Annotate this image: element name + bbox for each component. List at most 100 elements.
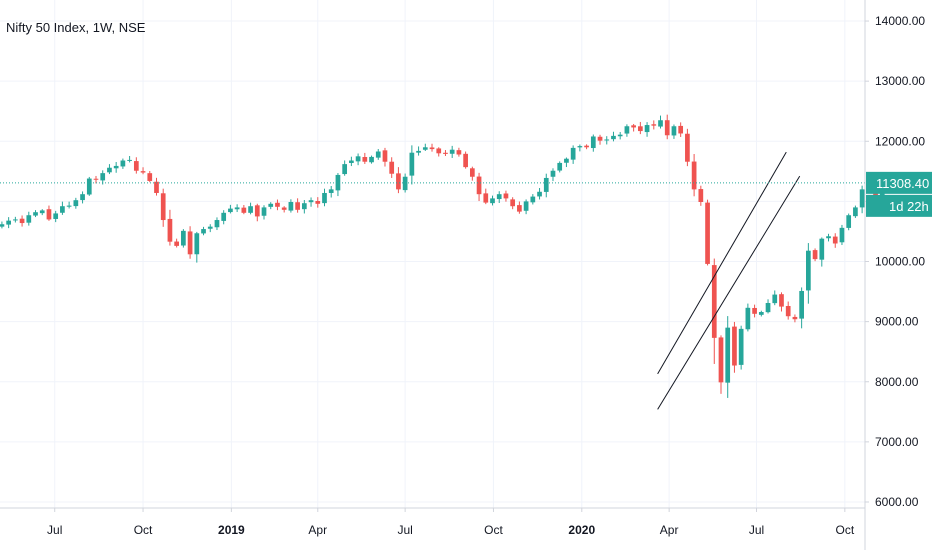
candle-body: [234, 207, 240, 210]
candle-body: [369, 156, 374, 163]
candle-body: [853, 207, 858, 217]
candle-body: [13, 219, 18, 221]
candle-body: [725, 327, 731, 383]
candle-body: [382, 150, 388, 162]
candle-body: [604, 139, 610, 141]
y-tick-label: 7000.00: [875, 435, 919, 449]
candle-body: [6, 220, 11, 225]
candle-body: [281, 207, 287, 210]
candle-body: [718, 337, 724, 383]
candle-body: [685, 133, 690, 162]
candle-body: [859, 189, 865, 208]
candle-body: [429, 147, 435, 150]
candle-body: [543, 177, 549, 192]
candle-body: [402, 176, 408, 191]
candle-body: [46, 209, 52, 220]
candle-body: [228, 208, 233, 213]
candle-body: [409, 152, 415, 176]
y-tick-label: 12000.00: [875, 134, 925, 148]
trend-channel[interactable]: [657, 151, 801, 410]
candle-body: [799, 290, 804, 319]
candle-body: [678, 125, 684, 134]
countdown-badge: [866, 194, 932, 217]
candle-body: [832, 236, 838, 244]
candle-body: [765, 302, 771, 313]
candle-body: [564, 158, 569, 163]
candle-body: [133, 161, 139, 171]
candle-body: [127, 159, 132, 161]
candle-body: [658, 120, 663, 127]
y-tick-label: 9000.00: [875, 315, 919, 329]
candle-body: [644, 125, 650, 133]
candle-body: [207, 226, 213, 229]
candle-body: [389, 161, 395, 174]
candle-body: [26, 215, 32, 223]
candle-body: [254, 205, 260, 217]
candle-body: [39, 210, 45, 214]
y-tick-label: 13000.00: [875, 74, 925, 88]
candle-body: [288, 201, 294, 211]
x-tick-label: Apr: [660, 523, 679, 537]
candle-body: [846, 215, 852, 228]
candle-body: [624, 126, 630, 134]
last-price-label: 11308.40: [876, 176, 929, 191]
candle-body: [517, 205, 522, 212]
candle-body: [100, 173, 106, 181]
candle-body: [792, 316, 798, 320]
candle-body: [806, 250, 811, 291]
x-tick-label: Jul: [397, 523, 412, 537]
x-tick-label: Jul: [47, 523, 62, 537]
candle-body: [93, 178, 99, 180]
x-tick-label: 2020: [568, 523, 595, 537]
candle-body: [597, 136, 603, 141]
candle-body: [738, 328, 744, 365]
candle-body: [590, 136, 596, 149]
candle-body: [483, 193, 489, 203]
candle-body: [422, 147, 428, 150]
candle-body: [826, 236, 831, 239]
x-tick-label: Oct: [836, 523, 855, 537]
candle-body: [510, 199, 516, 207]
candle-body: [779, 294, 784, 307]
candle-body: [617, 134, 623, 137]
candle-body: [637, 126, 643, 132]
candle-body: [745, 307, 751, 330]
candle-body: [107, 167, 112, 173]
candle-body: [167, 218, 173, 242]
candle-body: [449, 149, 455, 154]
candle-body: [301, 203, 307, 210]
candle-body: [469, 168, 475, 177]
candle-body: [705, 202, 710, 264]
candle-body: [315, 201, 321, 204]
x-tick-label: Jul: [749, 523, 764, 537]
candle-body: [201, 229, 206, 234]
time-axis[interactable]: Jul Oct 2019 Apr Jul Oct 2020 Apr Jul Oct: [47, 508, 855, 537]
candle-body: [335, 174, 341, 191]
candle-body: [80, 194, 85, 201]
candle-body: [819, 238, 825, 260]
candle-body: [295, 202, 300, 210]
candle-body: [221, 212, 227, 221]
candle-body: [362, 157, 368, 162]
candle-body: [664, 120, 670, 136]
channel-line-upper: [657, 151, 787, 375]
candle-body: [752, 307, 757, 314]
grid: [0, 0, 865, 508]
candle-body: [456, 150, 462, 155]
candle-body: [0, 224, 5, 227]
candle-body: [349, 160, 354, 164]
candle-body: [557, 162, 563, 171]
candle-body: [268, 203, 274, 207]
x-tick-label: 2019: [218, 523, 245, 537]
candle-body: [160, 193, 166, 221]
candle-body: [651, 124, 657, 126]
candle-body: [577, 146, 583, 148]
candle-body: [308, 200, 314, 203]
candle-body: [523, 201, 529, 211]
candles: [0, 114, 892, 398]
price-axis[interactable]: 6000.007000.008000.009000.0010000.001100…: [865, 14, 932, 509]
candle-body: [214, 220, 220, 228]
candle-body: [261, 207, 267, 216]
